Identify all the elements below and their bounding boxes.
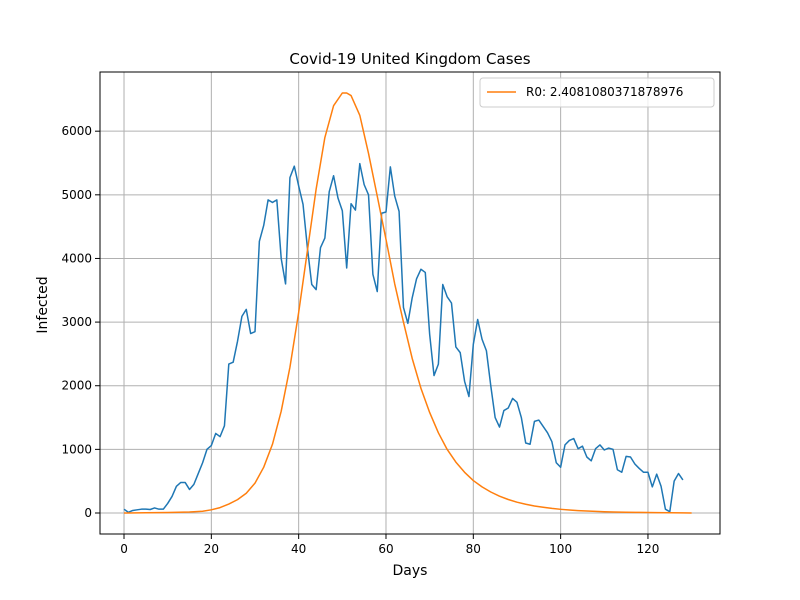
- x-tick-label: 0: [120, 542, 128, 556]
- x-tick-label: 40: [291, 542, 306, 556]
- legend-box: [479, 77, 715, 108]
- y-tick-label: 2000: [61, 379, 92, 393]
- x-axis-label: Days: [393, 563, 428, 579]
- series-line-actual: [123, 162, 684, 514]
- y-tick-label: 1000: [61, 442, 92, 456]
- y-tick-label: 5000: [61, 188, 92, 202]
- legend: R0: 2.4081080371878976: [479, 77, 715, 108]
- x-tick-label: 20: [204, 542, 219, 556]
- chart-title: Covid-19 United Kingdom Cases: [289, 50, 530, 68]
- series-line-model: [124, 92, 692, 514]
- x-tick-label: 120: [637, 542, 660, 556]
- y-tick-label: 0: [84, 506, 92, 520]
- y-tick-label: 3000: [61, 315, 92, 329]
- x-tick-label: 80: [466, 542, 481, 556]
- y-tick-label: 6000: [61, 124, 92, 138]
- y-tick-label: 4000: [61, 251, 92, 265]
- plot-area-frame: [99, 71, 721, 535]
- axis-ticks: 0 20 40 60 80 100 120 0 1000 2000 3000 4000 5000 6000: [61, 124, 659, 556]
- x-tick-label: 100: [549, 542, 572, 556]
- x-tick-label: 60: [378, 542, 393, 556]
- series-lines: [123, 92, 692, 514]
- y-axis-label: Infected: [35, 276, 51, 333]
- grid-lines: [100, 72, 720, 534]
- legend-label-model: R0: 2.4081080371878976: [526, 85, 683, 99]
